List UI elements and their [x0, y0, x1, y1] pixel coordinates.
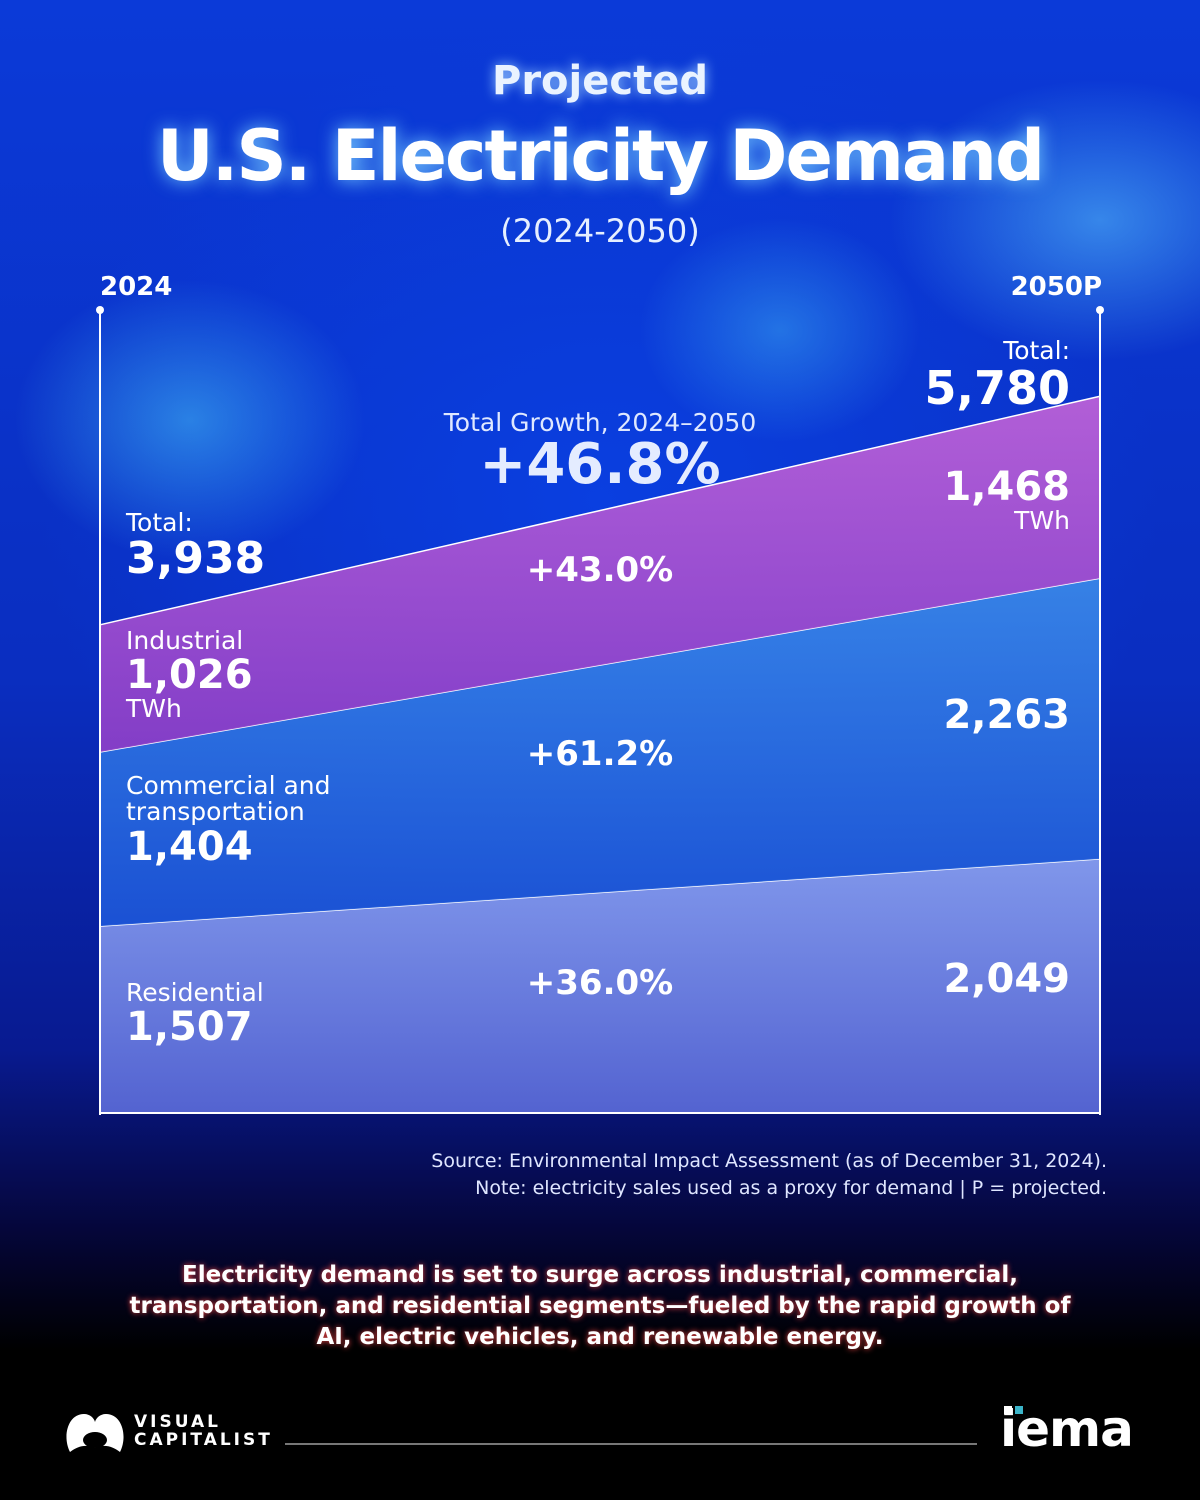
brand-left-line: CAPITALIST: [134, 1430, 273, 1450]
residential-growth: +36.0%: [526, 963, 674, 1003]
tagline-line: Electricity demand is set to surge acros…: [182, 1262, 1018, 1288]
industrial-start-label: Industrial 1,026 TWh: [126, 626, 253, 724]
source-text: Source: Environmental Impact Assessment …: [431, 1150, 1107, 1172]
commercial-start-value: 1,404: [126, 823, 253, 870]
total-end-label: Total:: [1003, 336, 1070, 365]
tagline: Electricity demand is set to surge acros…: [0, 1260, 1200, 1353]
unit-label: TWh: [126, 694, 182, 724]
industrial-start-value: 1,026: [126, 652, 253, 699]
unit-label: TWh: [1014, 506, 1070, 535]
industrial-growth: +43.0%: [526, 550, 674, 590]
chart-title: U.S. Electricity Demand: [156, 115, 1045, 197]
tagline-line: AI, electric vehicles, and renewable ene…: [316, 1324, 884, 1351]
commercial-start-label: Commercial and transportation 1,404: [126, 771, 386, 870]
series-name-residential: Residential: [126, 978, 264, 1007]
total-start-block: Total: 3,938: [126, 508, 266, 585]
footer-divider: [285, 1443, 977, 1445]
total-growth-value: +46.8%: [479, 432, 721, 498]
brand-left-line: VISUAL: [134, 1412, 221, 1433]
residential-start-label: Residential 1,507: [126, 978, 264, 1051]
series-name-industrial: Industrial: [126, 626, 244, 655]
total-start-value: 3,938: [126, 533, 266, 585]
title-prefix: Projected: [492, 58, 708, 104]
visual-capitalist-icon: [66, 1414, 124, 1452]
x-label-end: 2050P: [1010, 272, 1102, 302]
tagline-line: transportation, and residential segments…: [129, 1293, 1071, 1320]
axis-end-line: [1099, 310, 1101, 1115]
iema-mark-dot: [1004, 1406, 1012, 1414]
iema-logo: iema: [1000, 1400, 1134, 1458]
residential-start-value: 1,507: [126, 1004, 253, 1051]
total-start-label: Total:: [126, 508, 193, 537]
commercial-growth: +61.2%: [526, 734, 674, 774]
visual-capitalist-logo: VISUAL CAPITALIST: [64, 1408, 273, 1456]
industrial-end-label: 1,468 TWh: [943, 466, 1070, 534]
area-industrial: [100, 396, 1100, 753]
iema-mark-dot: [1015, 1406, 1023, 1414]
residential-end-value: 2,049: [943, 956, 1070, 1002]
area-residential: [100, 858, 1100, 1113]
total-growth-block: Total Growth, 2024–2050 +46.8%: [400, 408, 800, 498]
total-end-block: Total: 5,780: [924, 336, 1070, 416]
axis-start-dot: [96, 306, 104, 314]
area-commercial-and-transportation: [100, 578, 1100, 927]
x-label-start: 2024: [100, 272, 173, 302]
note-text: Note: electricity sales used as a proxy …: [475, 1176, 1107, 1199]
total-growth-label: Total Growth, 2024–2050: [443, 408, 757, 437]
source-note: Source: Environmental Impact Assessment …: [431, 1148, 1107, 1201]
industrial-end-value: 1,468: [943, 464, 1070, 510]
commercial-end-value: 2,263: [943, 692, 1070, 738]
boundary-line: [99, 395, 1101, 626]
axis-end-dot: [1096, 306, 1104, 314]
series-name-commercial: Commercial and transportation: [126, 771, 331, 827]
chart-subtitle: (2024-2050): [500, 212, 700, 250]
axis-start-line: [99, 310, 101, 1115]
total-end-value: 5,780: [924, 361, 1070, 416]
